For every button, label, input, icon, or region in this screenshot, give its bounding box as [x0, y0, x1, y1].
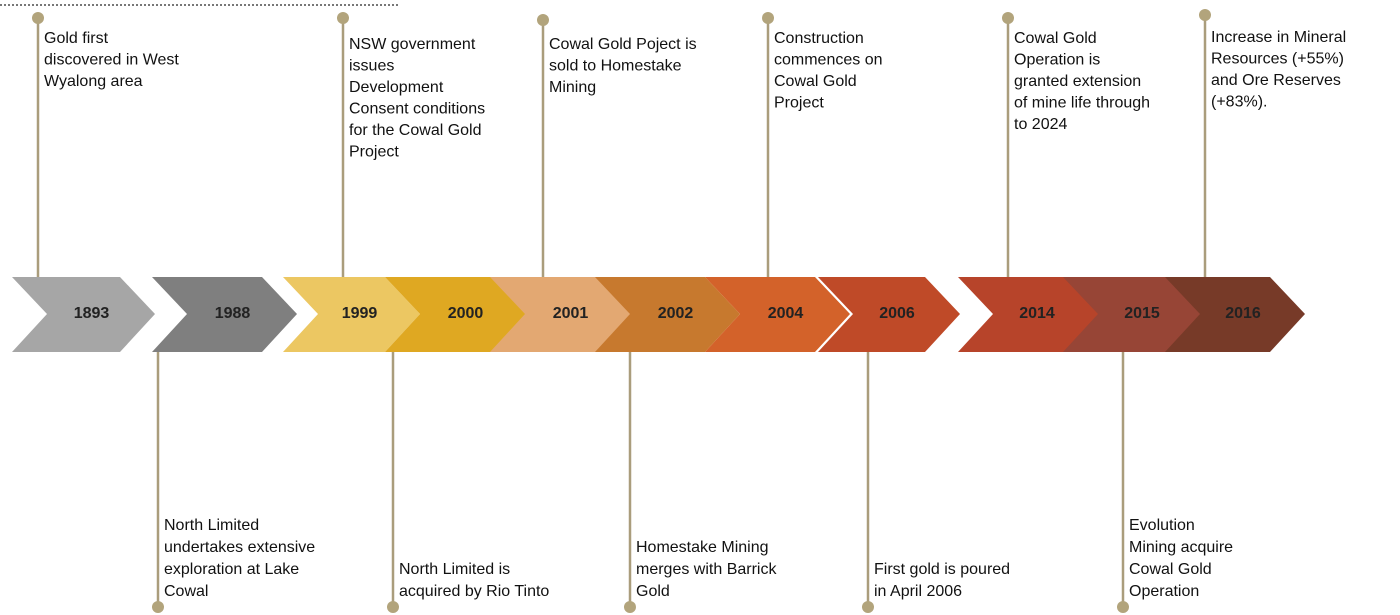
event-text: Evolution Mining acquire Cowal Gold Operati…	[1129, 517, 1233, 600]
event-line: Construction	[774, 30, 864, 47]
event-line: for the Cowal Gold	[349, 122, 482, 139]
stem-dot	[1199, 9, 1211, 21]
chevron	[385, 277, 530, 352]
event-line: commences on	[774, 52, 883, 69]
event-text: North Limited is acquired by Rio Tinto	[399, 561, 549, 600]
event-text: Construction commences on Cowal Gold Projec…	[774, 30, 883, 112]
chevron	[705, 277, 850, 352]
event-text: Increase in Mineral Resources (+55%) and O…	[1211, 29, 1346, 111]
event-line: merges with Barrick	[636, 561, 777, 578]
event-line: Cowal Gold Poject is	[549, 36, 697, 53]
event-line: North Limited	[164, 517, 259, 534]
event-text: NSW government issues Development Consent c…	[349, 36, 485, 161]
stem-dot	[624, 601, 636, 613]
chevron	[595, 277, 740, 352]
event-line: Operation	[1129, 583, 1199, 600]
event-line: Cowal Gold	[1014, 30, 1097, 47]
chevron	[1165, 277, 1305, 352]
event-line: issues	[349, 58, 394, 75]
event-line: Mining acquire	[1129, 539, 1233, 556]
event-line: Homestake Mining	[636, 539, 769, 556]
event-line: Project	[349, 144, 399, 161]
event-line: Cowal	[164, 583, 208, 600]
year-label: 2014	[1019, 305, 1055, 322]
stem-dot	[337, 12, 349, 24]
event-text: Cowal Gold Poject is sold to Homestake Min…	[549, 36, 697, 96]
year-label: 2000	[448, 305, 484, 322]
event-line: undertakes extensive	[164, 539, 315, 556]
event-line: Gold first	[44, 30, 109, 47]
chevron	[490, 277, 635, 352]
year-label: 1999	[342, 305, 378, 322]
event-line: Project	[774, 95, 824, 112]
event-line: Increase in Mineral	[1211, 29, 1346, 46]
stem-dot	[387, 601, 399, 613]
event-line: sold to Homestake	[549, 58, 682, 75]
event-line: North Limited is	[399, 561, 510, 578]
year-label: 2006	[879, 305, 915, 322]
event-line: First gold is poured	[874, 561, 1010, 578]
year-label: 2001	[553, 305, 589, 322]
event-line: in April 2006	[874, 583, 962, 600]
stem-dot	[32, 12, 44, 24]
year-label: 1988	[215, 305, 251, 322]
event-line: Evolution	[1129, 517, 1195, 534]
event-text: North Limited undertakes extensive explora…	[164, 517, 315, 600]
chevron	[1063, 277, 1205, 352]
event-line: discovered in West	[44, 52, 179, 69]
stem-dot	[152, 601, 164, 613]
year-label: 2015	[1124, 305, 1160, 322]
event-line: Cowal Gold	[1129, 561, 1212, 578]
event-line: NSW government	[349, 36, 476, 53]
year-label: 2004	[768, 305, 804, 322]
event-line: Mining	[549, 79, 596, 96]
event-text: Cowal Gold Operation is granted extension o…	[1014, 30, 1150, 133]
event-text: Homestake Mining merges with Barrick Gold	[636, 539, 777, 600]
event-line: and Ore Reserves	[1211, 72, 1341, 89]
event-text: Gold first discovered in West Wyalong area	[44, 30, 179, 90]
year-label: 2002	[658, 305, 694, 322]
event-line: (+83%).	[1211, 94, 1267, 111]
event-line: Resources (+55%)	[1211, 51, 1344, 68]
stem-dot	[862, 601, 874, 613]
chevron	[958, 277, 1100, 352]
event-text: First gold is poured in April 2006	[874, 561, 1010, 600]
event-line: exploration at Lake	[164, 561, 299, 578]
event-line: Cowal Gold	[774, 73, 857, 90]
stem-dot	[1117, 601, 1129, 613]
event-line: Development	[349, 79, 444, 96]
chevron	[283, 277, 420, 352]
event-line: granted extension	[1014, 73, 1141, 90]
year-label: 2016	[1225, 305, 1261, 322]
event-line: Wyalong area	[44, 73, 143, 90]
year-label: 1893	[74, 305, 110, 322]
event-line: Operation is	[1014, 52, 1100, 69]
stem-dot	[762, 12, 774, 24]
event-line: to 2024	[1014, 116, 1067, 133]
event-line: Consent conditions	[349, 101, 485, 118]
stem-dot	[537, 14, 549, 26]
event-line: of mine life through	[1014, 95, 1150, 112]
event-line: acquired by Rio Tinto	[399, 583, 549, 600]
chevron	[152, 277, 297, 352]
event-line: Gold	[636, 583, 670, 600]
chevron	[818, 277, 960, 352]
stem-dot	[1002, 12, 1014, 24]
chevron	[12, 277, 155, 352]
